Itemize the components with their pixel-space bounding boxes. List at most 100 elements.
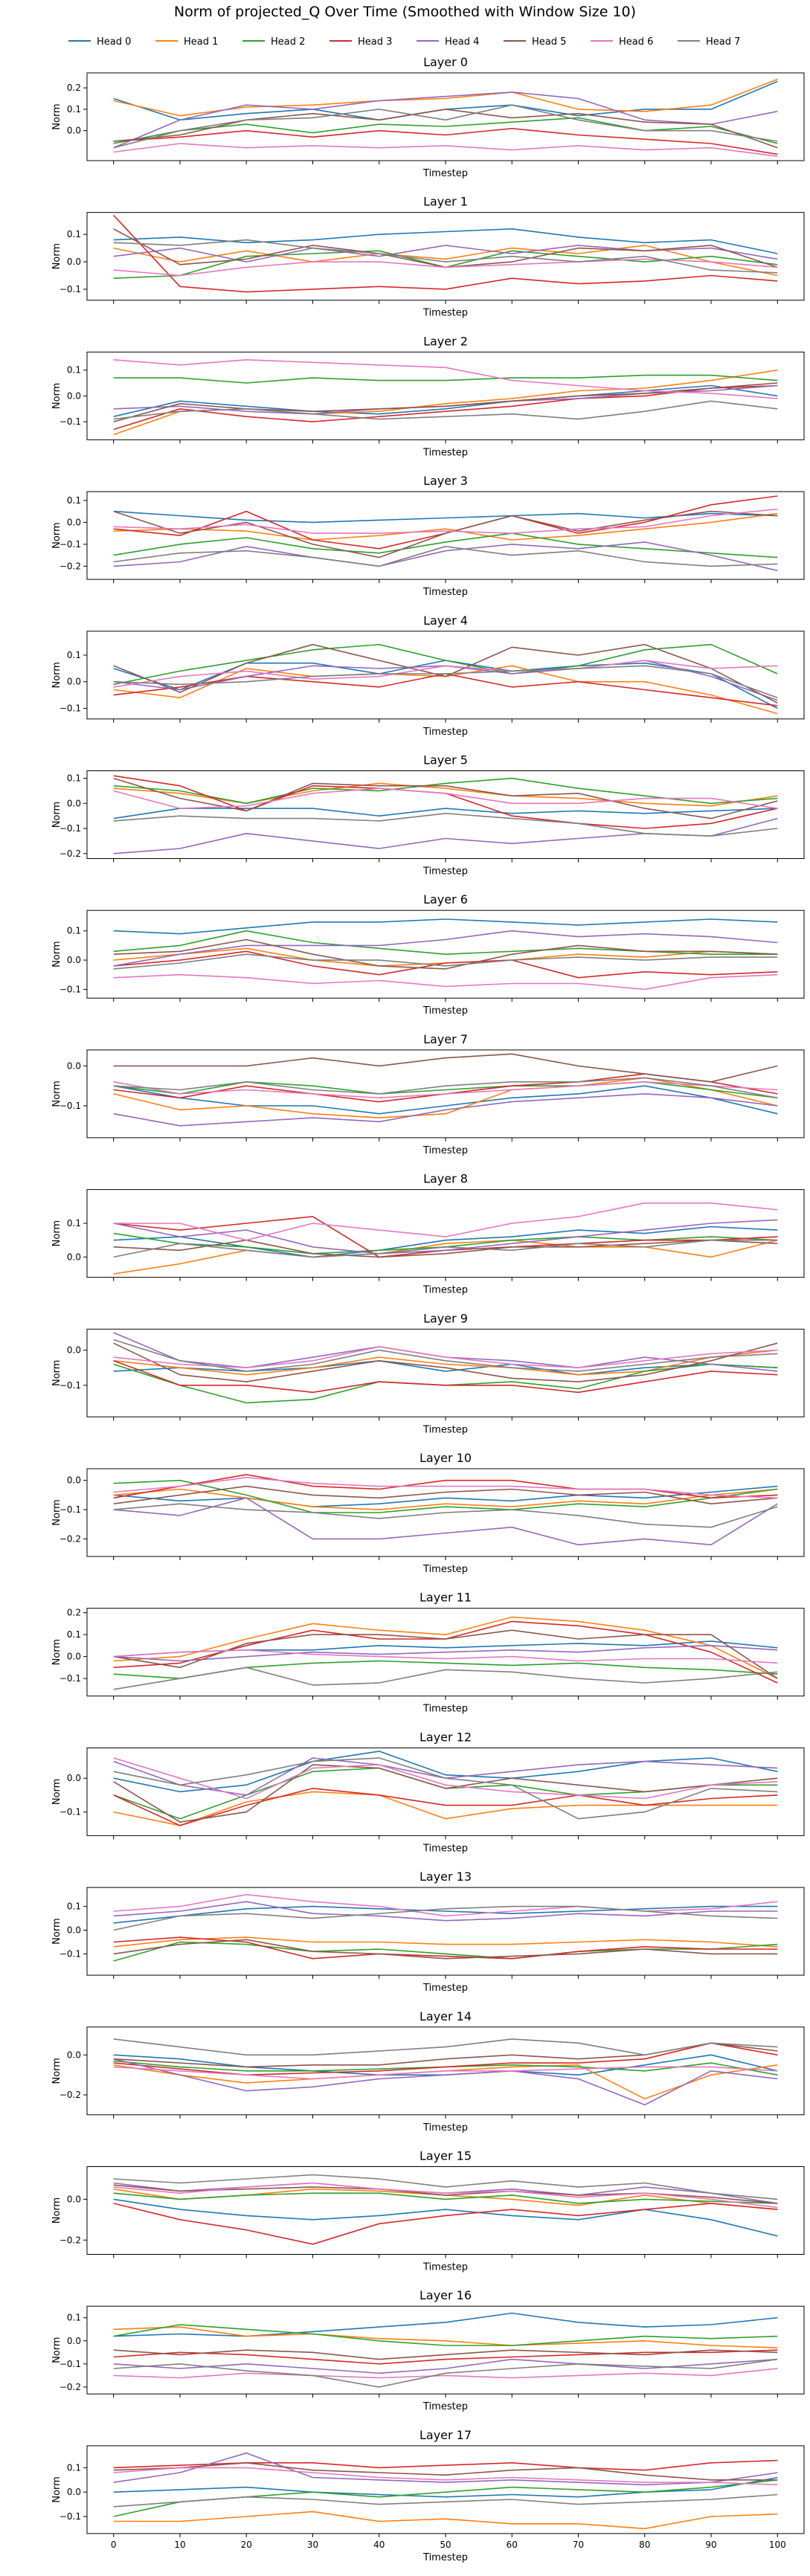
series-line-head-5 <box>113 2462 778 2481</box>
series-line-head-7 <box>113 104 778 149</box>
series-line-head-4 <box>113 1219 778 1255</box>
series-line-head-0 <box>113 918 778 935</box>
y-tick-label: −0.1 <box>60 2359 81 2369</box>
x-axis-label: Timestep <box>422 1843 468 1854</box>
plot-frame <box>86 212 805 301</box>
legend-label: Head 7 <box>706 36 740 48</box>
series-line-head-2 <box>113 1767 778 1820</box>
series-group <box>113 78 778 157</box>
y-tick-label: −0.1 <box>60 1380 81 1391</box>
subplot-title: Layer 15 <box>420 2149 472 2163</box>
series-line-head-0 <box>113 808 778 820</box>
y-tick-label: 0.1 <box>67 495 81 506</box>
y-axis-label: Norm <box>51 1918 62 1944</box>
y-tick-label: 0.0 <box>67 257 81 267</box>
series-line-head-1 <box>113 1616 778 1679</box>
series-line-head-0 <box>113 2476 778 2498</box>
x-tick-label: 10 <box>174 2540 185 2550</box>
y-tick-label: −0.1 <box>60 823 81 834</box>
x-tick-label: 40 <box>373 2540 385 2550</box>
subplot-layer-10: Layer 10 0.0 −0.1 −0.2 Timestep Norm <box>51 1451 805 1575</box>
series-line-head-4 <box>113 1757 778 1796</box>
legend-label: Head 5 <box>532 36 566 48</box>
plot-frame <box>86 1887 805 1976</box>
y-tick-label: 0.0 <box>67 677 81 687</box>
series-line-head-0 <box>113 2312 778 2337</box>
subplot-title: Layer 16 <box>420 2288 472 2302</box>
x-axis-label: Timestep <box>422 1145 468 1156</box>
x-axis-label: Timestep <box>422 2552 468 2563</box>
series-line-head-7 <box>113 400 778 420</box>
series-line-head-0 <box>113 1905 778 1924</box>
y-tick-label: 0.0 <box>67 2336 81 2346</box>
subplot-layer-2: Layer 2 0.1 0.0 −0.1 Timestep Norm <box>51 334 805 458</box>
y-tick-label: 0.0 <box>67 126 81 136</box>
y-tick-label: 0.0 <box>67 2049 81 2060</box>
x-tick-label: 0 <box>111 2540 117 2550</box>
series-line-head-6 <box>113 143 778 157</box>
series-line-head-6 <box>113 1893 778 1917</box>
series-line-head-7 <box>113 1077 778 1099</box>
subplot-title: Layer 17 <box>420 2428 472 2442</box>
x-axis-label: Timestep <box>422 1704 468 1715</box>
y-tick-label: 0.1 <box>67 104 81 115</box>
subplot-layer-17: Layer 17 0.1 0.0 −0.1 0 10 20 30 40 50 60 70 80 90 100… <box>51 2428 805 2563</box>
series-line-head-2 <box>113 643 778 686</box>
subplot-layer-14: Layer 14 0.0 −0.2 Timestep Norm <box>51 2009 805 2134</box>
series-line-head-6 <box>113 1202 778 1241</box>
subplot-layer-6: Layer 6 0.1 0.0 −0.1 Timestep Norm <box>51 892 805 1017</box>
legend-label: Head 4 <box>445 36 479 48</box>
series-line-head-3 <box>113 1474 778 1499</box>
y-axis-label: Norm <box>51 662 62 688</box>
legend-label: Head 2 <box>271 36 305 48</box>
x-axis-label: Timestep <box>422 727 468 738</box>
series-line-head-3 <box>113 2203 778 2245</box>
series-line-head-1 <box>113 2064 778 2100</box>
y-tick-label: 0.1 <box>67 229 81 239</box>
legend-label: Head 3 <box>358 36 392 48</box>
series-line-head-2 <box>113 1081 778 1099</box>
y-tick-label: 0.0 <box>67 517 81 527</box>
series-line-head-2 <box>113 1479 778 1513</box>
series-line-head-7 <box>113 2358 778 2388</box>
plot-frame <box>86 351 805 440</box>
subplot-title: Layer 5 <box>423 753 468 767</box>
y-tick-label: 0.0 <box>67 2487 81 2497</box>
series-line-head-5 <box>113 109 778 149</box>
x-axis-label: Timestep <box>422 1424 468 1435</box>
x-tick-label: 100 <box>769 2540 786 2550</box>
y-axis-label: Norm <box>51 941 62 967</box>
y-tick-label: −0.1 <box>60 416 81 427</box>
series-line-head-6 <box>113 1081 778 1099</box>
subplot-title: Layer 14 <box>420 2009 472 2023</box>
subplot-layer-4: Layer 4 0.1 0.0 −0.1 Timestep Norm <box>51 614 805 738</box>
series-line-head-7 <box>113 953 778 970</box>
series-line-head-6 <box>113 358 778 399</box>
series-line-head-7 <box>113 1905 778 1931</box>
series-line-head-7 <box>113 1757 778 1820</box>
y-tick-label: −0.1 <box>60 1807 81 1817</box>
x-axis-label: Timestep <box>422 447 468 458</box>
x-axis-label: Timestep <box>422 168 468 179</box>
series-line-head-2 <box>113 532 778 558</box>
subplot-title: Layer 3 <box>423 474 468 488</box>
subplot-title: Layer 10 <box>420 1451 472 1465</box>
subplot-layer-11: Layer 11 0.2 0.1 0.0 −0.1 Timestep Norm <box>51 1591 805 1715</box>
x-axis-label: Timestep <box>422 2262 468 2273</box>
series-group <box>113 495 778 572</box>
x-axis-label: Timestep <box>422 308 468 319</box>
series-line-head-3 <box>113 214 778 293</box>
subplot-title: Layer 8 <box>423 1172 468 1186</box>
subplot-layer-1: Layer 1 0.1 0.0 −0.1 Timestep Norm <box>51 195 805 319</box>
series-line-head-0 <box>113 80 778 121</box>
series-line-head-7 <box>113 1667 778 1690</box>
series-line-head-4 <box>113 91 778 149</box>
y-axis-label: Norm <box>51 2058 62 2084</box>
y-axis-label: Norm <box>51 2476 62 2502</box>
x-tick-label: 80 <box>639 2540 650 2550</box>
series-line-head-1 <box>113 1239 778 1275</box>
series-line-head-5 <box>113 1342 778 1382</box>
y-tick-label: −0.1 <box>60 1101 81 1111</box>
series-line-head-5 <box>113 2184 778 2204</box>
series-line-head-7 <box>113 2174 778 2200</box>
